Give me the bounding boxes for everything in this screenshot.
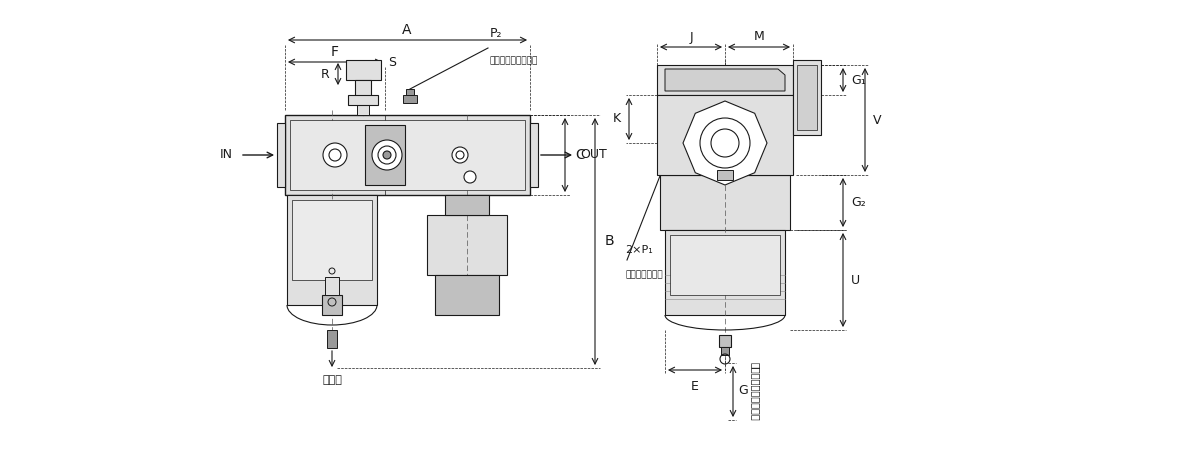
- Bar: [322, 295, 341, 315]
- Circle shape: [464, 171, 476, 183]
- Text: F: F: [331, 45, 339, 59]
- Circle shape: [452, 147, 468, 163]
- Circle shape: [373, 140, 403, 170]
- Text: M: M: [754, 31, 764, 44]
- Text: （管接続口径）: （管接続口径）: [625, 270, 662, 279]
- Bar: [325, 277, 339, 295]
- Text: G₁: G₁: [851, 73, 866, 86]
- Circle shape: [383, 151, 391, 159]
- Text: V: V: [873, 113, 882, 126]
- Bar: [285, 115, 530, 195]
- Text: ドレン: ドレン: [322, 375, 341, 385]
- Bar: [721, 347, 730, 355]
- Text: IN: IN: [220, 148, 232, 162]
- Bar: [347, 95, 379, 105]
- Bar: [365, 125, 405, 185]
- Bar: [444, 195, 489, 215]
- Text: E: E: [691, 380, 698, 393]
- Bar: [530, 123, 538, 187]
- Text: R: R: [321, 68, 329, 81]
- Bar: [288, 195, 377, 305]
- Text: J: J: [689, 31, 692, 44]
- Bar: [435, 275, 500, 315]
- Text: U: U: [851, 274, 860, 287]
- Text: P₂: P₂: [490, 27, 502, 40]
- Bar: [327, 330, 337, 348]
- Bar: [292, 200, 373, 280]
- Bar: [403, 95, 417, 103]
- Text: OUT: OUT: [580, 148, 606, 162]
- Bar: [277, 123, 285, 187]
- Polygon shape: [665, 69, 785, 91]
- Bar: [719, 335, 731, 347]
- Text: G₂: G₂: [851, 195, 866, 208]
- Text: G: G: [738, 384, 748, 397]
- Bar: [355, 80, 371, 100]
- Bar: [406, 89, 415, 95]
- Text: B: B: [605, 234, 615, 248]
- Text: （圧力計接続口径）: （圧力計接続口径）: [490, 56, 538, 65]
- Bar: [657, 65, 793, 95]
- Text: S: S: [388, 57, 397, 69]
- Bar: [290, 120, 525, 190]
- Text: K: K: [613, 112, 621, 126]
- Bar: [657, 95, 793, 175]
- Bar: [665, 230, 785, 315]
- Text: 2×P₁: 2×P₁: [625, 245, 653, 255]
- Bar: [670, 235, 780, 295]
- Bar: [793, 60, 821, 135]
- Text: A: A: [403, 23, 412, 37]
- Polygon shape: [683, 101, 767, 185]
- Bar: [716, 170, 733, 180]
- Bar: [797, 65, 817, 130]
- Bar: [660, 175, 789, 230]
- Bar: [346, 60, 381, 80]
- Bar: [426, 215, 507, 275]
- Bar: [357, 105, 369, 115]
- Text: C: C: [575, 148, 585, 162]
- Text: メンテナンススペース: メンテナンススペース: [750, 362, 760, 420]
- Circle shape: [323, 143, 347, 167]
